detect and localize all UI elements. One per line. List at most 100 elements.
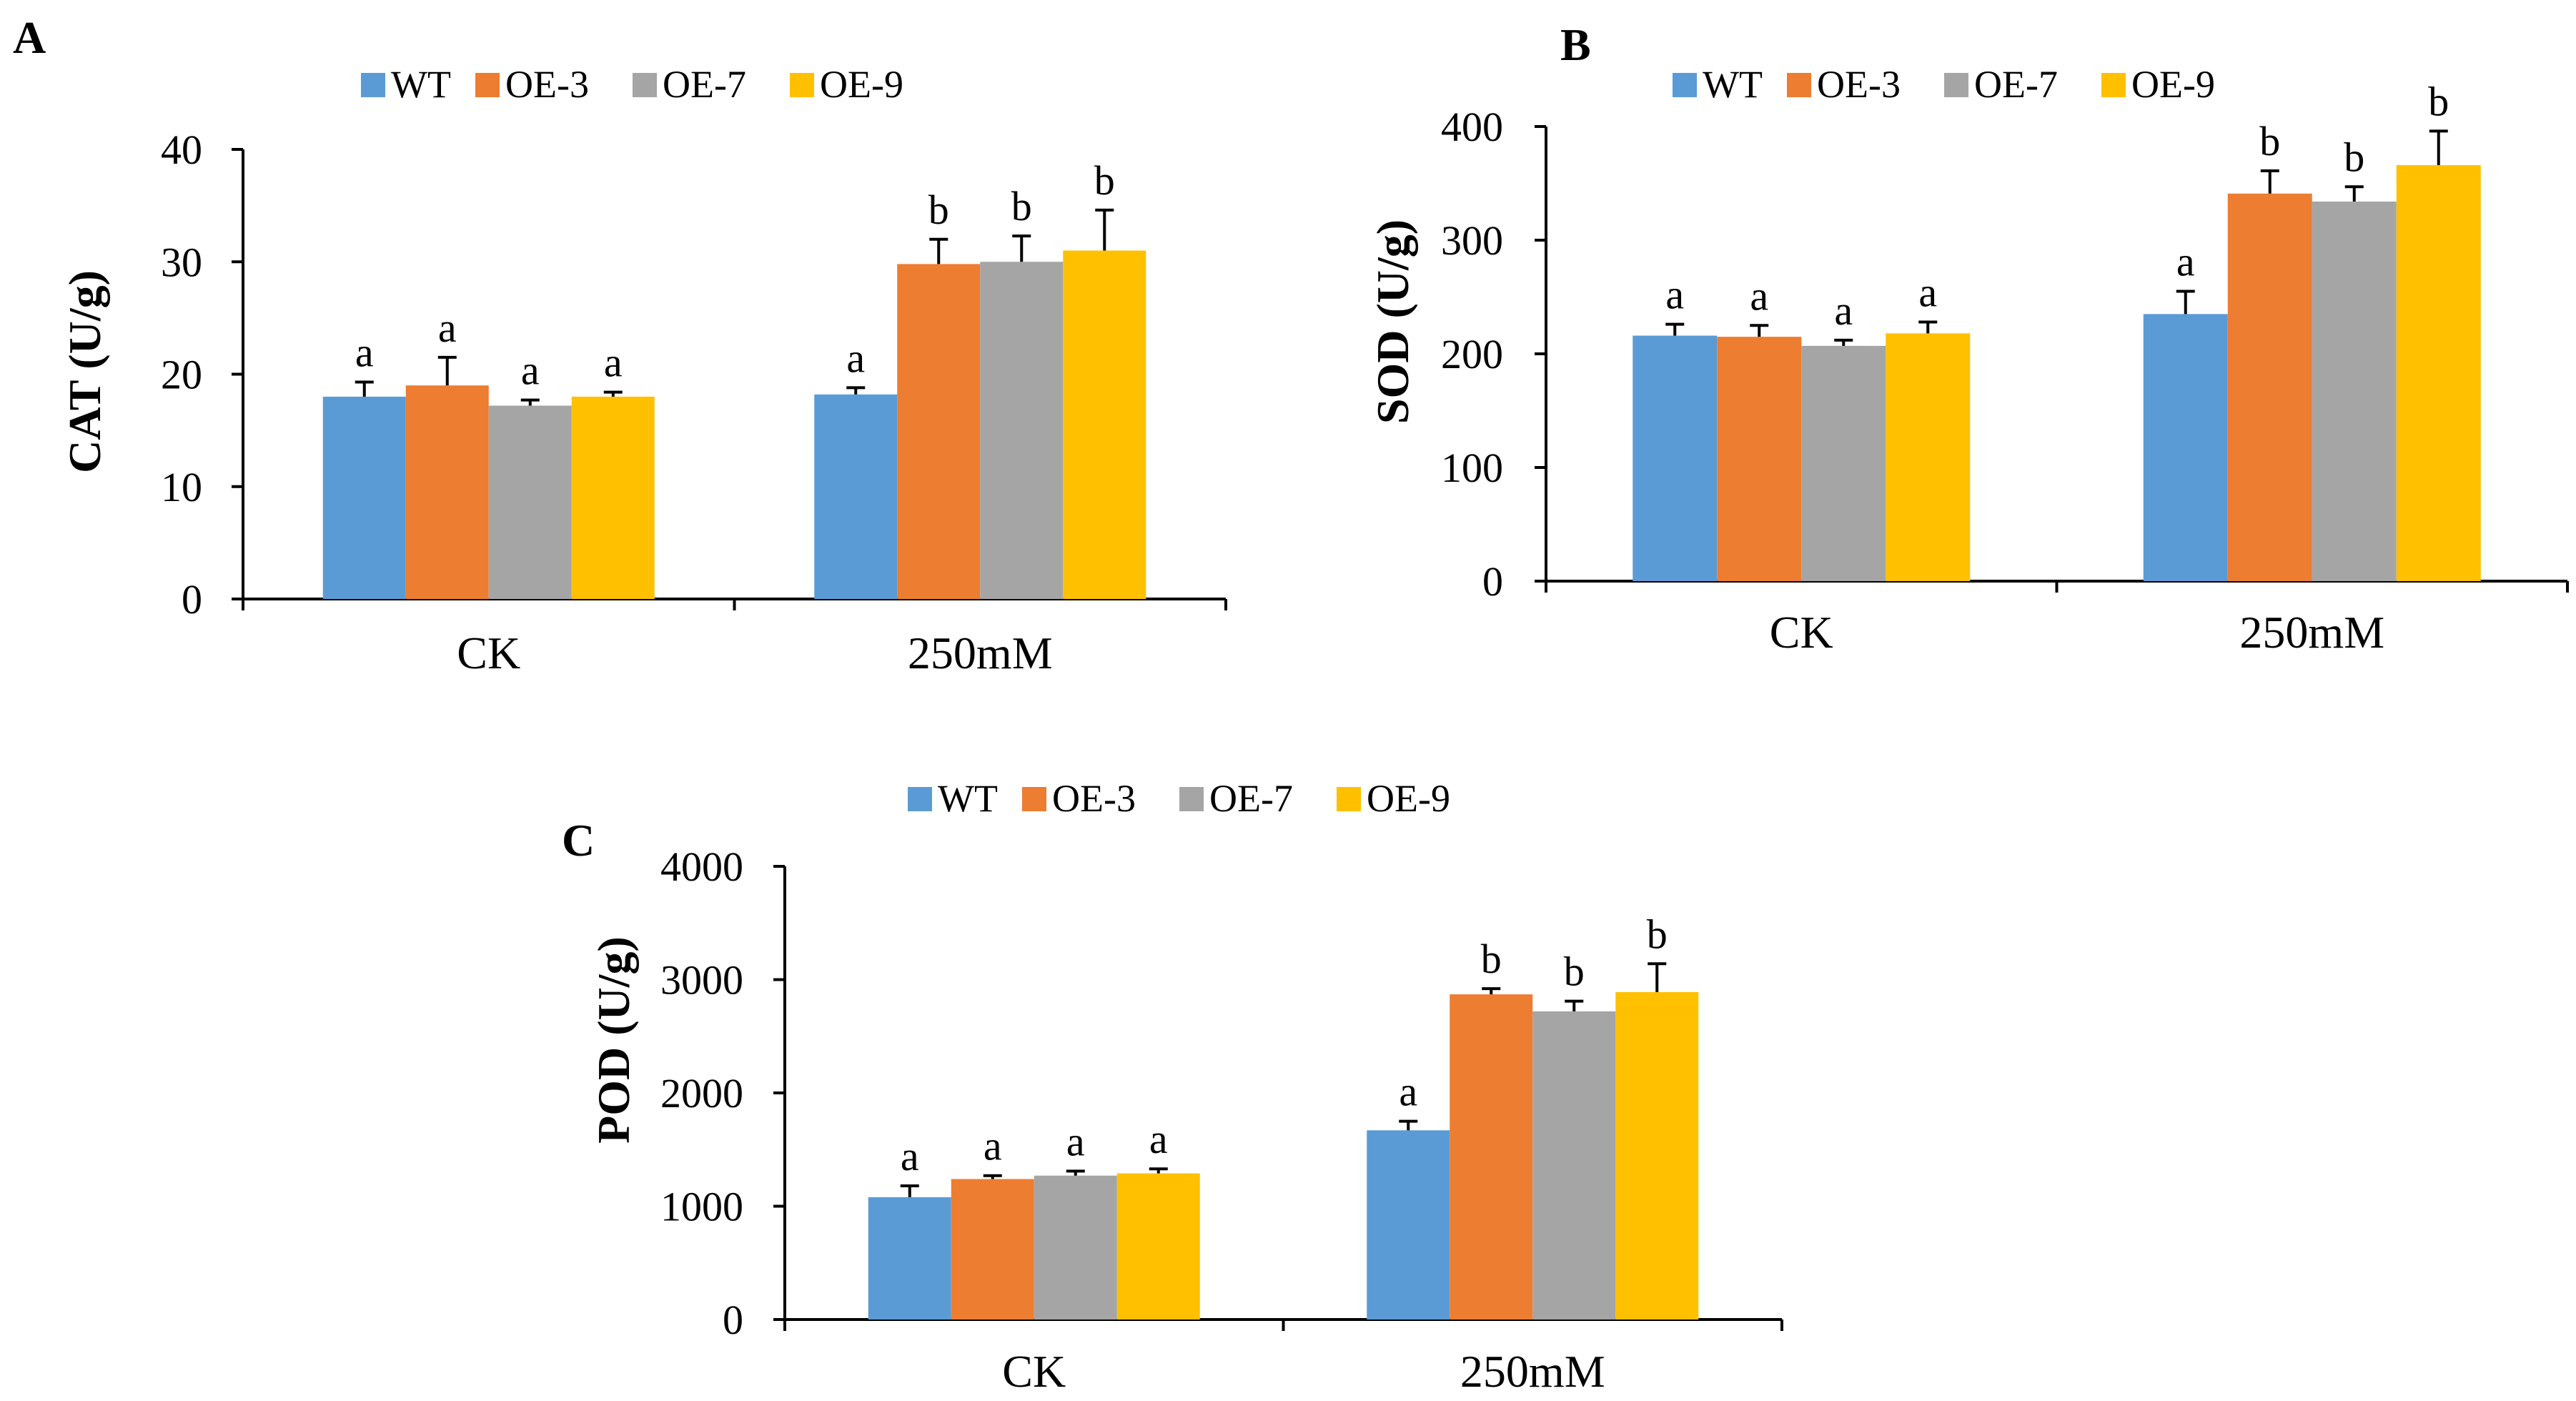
y-tick-label: 30: [161, 239, 202, 285]
significance-label: a: [1149, 1116, 1168, 1162]
legend-label: OE-7: [663, 63, 746, 106]
significance-label: b: [2344, 134, 2364, 180]
significance-label: a: [1066, 1118, 1085, 1164]
legend-swatch: [908, 787, 932, 811]
y-tick-label: 0: [723, 1297, 743, 1343]
significance-label: a: [1918, 269, 1937, 315]
legend-swatch: [1787, 73, 1811, 97]
bar-oe3-250mm: [897, 264, 981, 599]
y-tick-label: 4000: [660, 843, 743, 890]
legend-swatch: [1022, 787, 1046, 811]
bar-oe9-ck: [571, 396, 655, 599]
significance-label: b: [928, 187, 949, 233]
panel-label: A: [13, 12, 46, 63]
legend-swatch: [1944, 73, 1968, 97]
y-tick-label: 3000: [660, 957, 743, 1004]
significance-label: a: [521, 347, 540, 394]
bar-oe3-250mm: [1450, 994, 1533, 1320]
y-tick-label: 200: [1441, 331, 1503, 377]
legend-label: WT: [391, 63, 451, 106]
bar-oe9-ck: [1116, 1173, 1200, 1320]
legend-label: OE-7: [1209, 777, 1293, 820]
bar-wt-250mm: [814, 394, 898, 599]
significance-label: b: [1011, 183, 1032, 229]
bar-oe9-250mm: [1063, 250, 1146, 599]
bar-wt-ck: [868, 1197, 951, 1320]
significance-label: b: [1647, 911, 1668, 957]
legend: WT OE-3 OE-7 OE-9: [361, 63, 903, 106]
chart-panel-a: A CAT (U/g) 0 10 20 30 40 CK 250mM a a a a a b b b WT OE-3…: [13, 12, 1227, 678]
bar-wt-250mm: [2143, 314, 2228, 581]
significance-label: a: [984, 1123, 1002, 1169]
bar-oe7-ck: [1801, 345, 1886, 581]
significance-label: a: [846, 335, 865, 381]
y-tick-label: 1000: [660, 1184, 743, 1230]
significance-label: a: [1399, 1069, 1417, 1115]
significance-label: a: [1665, 272, 1684, 318]
legend-swatch: [361, 73, 385, 97]
bar-oe7-250mm: [1532, 1011, 1616, 1320]
bar-wt-ck: [1633, 335, 1718, 581]
bar-oe3-250mm: [2227, 193, 2312, 581]
x-tick-label: 250mM: [908, 628, 1053, 678]
y-tick-label: 300: [1441, 217, 1503, 264]
bar-wt-250mm: [1367, 1130, 1450, 1320]
panel-label: B: [1560, 19, 1591, 70]
legend-label: OE-7: [1974, 63, 2058, 106]
legend-label: WT: [938, 777, 998, 820]
x-tick-label: CK: [1002, 1346, 1066, 1397]
chart-panel-b: B SOD (U/g) 0 100 200 300 400 CK 250mM a a a a a b b b WT…: [1367, 19, 2569, 658]
significance-label: a: [355, 330, 374, 376]
legend-swatch: [475, 73, 500, 97]
significance-label: b: [1094, 157, 1115, 204]
significance-label: b: [1564, 949, 1585, 995]
y-tick-label: 40: [161, 127, 202, 173]
legend: WT OE-3 OE-7 OE-9: [908, 777, 1450, 820]
bar-oe7-ck: [488, 405, 572, 599]
bar-oe7-ck: [1034, 1175, 1117, 1320]
legend-label: OE-9: [2131, 63, 2215, 106]
chart-panel-c: C POD (U/g) 0 1000 2000 3000 4000 CK 250mM a a a a a b…: [562, 777, 1783, 1397]
bar-oe3-ck: [951, 1179, 1034, 1320]
panel-label: C: [562, 815, 595, 866]
legend-swatch: [790, 73, 814, 97]
bar-wt-ck: [322, 396, 406, 599]
legend: WT OE-3 OE-7 OE-9: [1673, 63, 2215, 106]
x-tick-label: 250mM: [1460, 1346, 1605, 1397]
legend-label: OE-3: [505, 63, 589, 106]
significance-label: b: [2259, 118, 2280, 164]
significance-label: a: [901, 1133, 919, 1179]
y-tick-label: 400: [1441, 104, 1503, 150]
y-tick-label: 0: [1482, 558, 1503, 605]
significance-label: a: [2176, 239, 2195, 285]
y-axis-label: SOD (U/g): [1367, 219, 1418, 424]
significance-label: a: [604, 340, 623, 386]
y-axis-label: POD (U/g): [588, 936, 639, 1144]
legend-label: OE-3: [1052, 777, 1136, 820]
significance-label: b: [1481, 936, 1502, 982]
bar-oe7-250mm: [2312, 201, 2397, 581]
y-tick-label: 2000: [660, 1070, 743, 1117]
legend-swatch: [1179, 787, 1204, 811]
legend-label: OE-9: [1367, 777, 1450, 820]
x-tick-label: CK: [1770, 607, 1833, 658]
legend-label: OE-3: [1817, 63, 1901, 106]
legend-swatch: [1337, 787, 1361, 811]
bar-oe9-ck: [1886, 333, 1971, 581]
legend-swatch: [633, 73, 657, 97]
y-tick-label: 20: [161, 352, 202, 398]
significance-label: a: [438, 305, 457, 351]
significance-label: a: [1834, 287, 1853, 334]
bar-oe3-ck: [405, 385, 489, 599]
bar-oe7-250mm: [980, 262, 1064, 599]
y-axis-label: CAT (U/g): [59, 270, 110, 473]
x-tick-label: 250mM: [2239, 607, 2384, 658]
y-tick-label: 100: [1441, 445, 1503, 491]
legend-swatch: [2101, 73, 2126, 97]
significance-label: a: [1750, 272, 1768, 319]
y-tick-label: 0: [182, 576, 202, 623]
bar-oe9-250mm: [1615, 991, 1699, 1320]
significance-label: b: [2428, 78, 2449, 124]
legend-swatch: [1673, 73, 1697, 97]
